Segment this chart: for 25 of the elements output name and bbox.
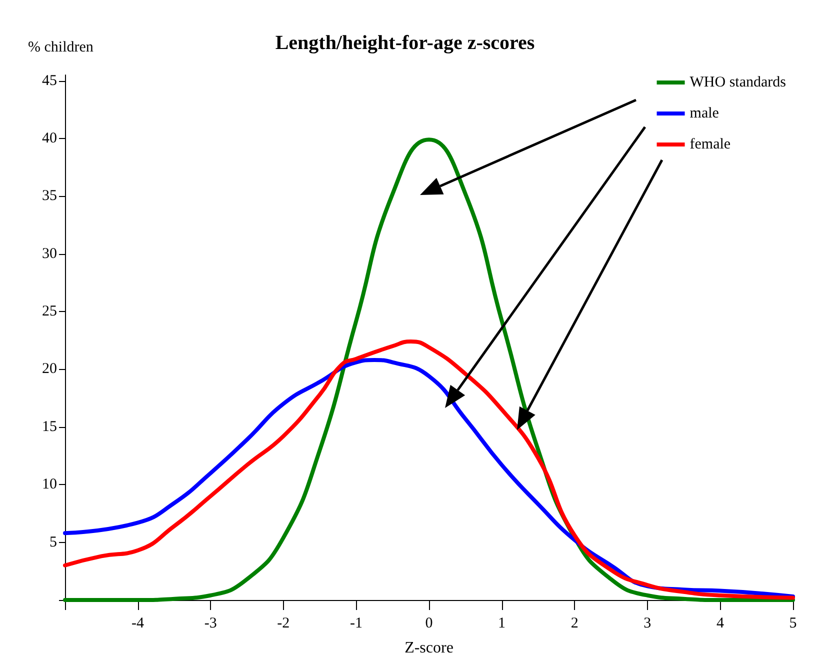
y-tick-label: 5 xyxy=(50,534,57,550)
y-tick-label: 10 xyxy=(42,476,57,493)
y-tick-label: 40 xyxy=(42,130,57,146)
x-tick-label: -3 xyxy=(204,616,217,632)
legend-label: male xyxy=(690,106,720,122)
x-tick-label: -1 xyxy=(350,616,362,632)
y-tick-label: 45 xyxy=(42,72,57,89)
x-tick-label: 0 xyxy=(425,616,433,632)
chart-title: Length/height-for-age z-scores xyxy=(275,32,535,54)
x-axis-title: Z-score xyxy=(404,640,454,656)
x-tick-label: 3 xyxy=(644,616,652,632)
y-tick-label: 25 xyxy=(42,304,57,320)
y-axis-title: % children xyxy=(28,40,94,56)
legend-label: female xyxy=(690,136,731,152)
x-tick-label: 5 xyxy=(789,616,797,632)
legend-label: WHO standards xyxy=(690,74,786,90)
x-tick-label: -4 xyxy=(132,616,145,632)
x-tick-label: 1 xyxy=(498,616,506,632)
y-tick-label: 35 xyxy=(42,188,57,204)
x-tick-label: 4 xyxy=(716,616,724,632)
y-tick-label: 20 xyxy=(42,361,57,378)
x-tick-label: -2 xyxy=(277,616,290,632)
x-tick-label: 2 xyxy=(570,616,578,632)
y-tick-label: 15 xyxy=(42,418,57,435)
y-tick-label: 30 xyxy=(42,246,57,262)
